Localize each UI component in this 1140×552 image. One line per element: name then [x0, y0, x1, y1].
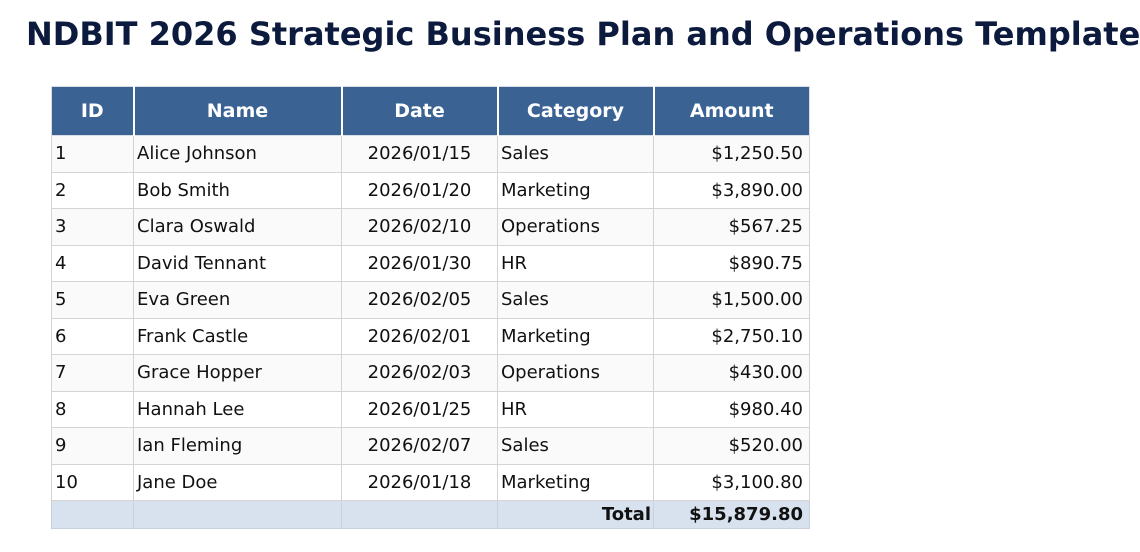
- cell-date: 2026/02/07: [341, 427, 498, 465]
- total-value: $15,879.80: [653, 500, 810, 529]
- cell-date: 2026/02/03: [341, 354, 498, 392]
- cell-id: 7: [51, 354, 134, 392]
- cell-date: 2026/02/05: [341, 281, 498, 319]
- cell-name: Hannah Lee: [133, 390, 342, 428]
- table-row: 9 Ian Fleming 2026/02/07 Sales $520.00: [51, 427, 810, 465]
- cell-category: Marketing: [497, 463, 654, 501]
- cell-amount: $1,500.00: [653, 281, 810, 319]
- cell-date: 2026/01/20: [341, 171, 498, 209]
- cell-amount: $520.00: [653, 427, 810, 465]
- column-header-category: Category: [497, 86, 655, 136]
- cell-category: Sales: [497, 281, 654, 319]
- cell-date: 2026/01/30: [341, 244, 498, 282]
- cell-category: Sales: [497, 135, 654, 173]
- cell-amount: $3,890.00: [653, 171, 810, 209]
- table-header-row: ID Name Date Category Amount: [51, 86, 810, 136]
- cell-name: David Tennant: [133, 244, 342, 282]
- cell-amount: $980.40: [653, 390, 810, 428]
- cell-category: HR: [497, 244, 654, 282]
- page-title: NDBIT 2026 Strategic Business Plan and O…: [26, 15, 1140, 53]
- column-header-amount: Amount: [653, 86, 810, 136]
- column-header-date: Date: [341, 86, 499, 136]
- total-label: Total: [497, 500, 654, 529]
- table-row: 7 Grace Hopper 2026/02/03 Operations $430.00: [51, 354, 810, 392]
- cell-date: 2026/02/01: [341, 317, 498, 355]
- table-body: 1 Alice Johnson 2026/01/15 Sales $1,250.50 2 B…: [51, 135, 810, 501]
- total-row-empty-cell: [133, 500, 342, 529]
- cell-id: 8: [51, 390, 134, 428]
- cell-date: 2026/02/10: [341, 208, 498, 246]
- cell-date: 2026/01/18: [341, 463, 498, 501]
- table-row: 10 Jane Doe 2026/01/18 Marketing $3,100.80: [51, 463, 810, 501]
- column-header-id: ID: [51, 86, 135, 136]
- cell-category: Operations: [497, 354, 654, 392]
- cell-category: Sales: [497, 427, 654, 465]
- cell-name: Ian Fleming: [133, 427, 342, 465]
- cell-category: Operations: [497, 208, 654, 246]
- cell-date: 2026/01/25: [341, 390, 498, 428]
- table-row: 3 Clara Oswald 2026/02/10 Operations $567.25: [51, 208, 810, 246]
- table-row: 4 David Tennant 2026/01/30 HR $890.75: [51, 244, 810, 282]
- cell-amount: $567.25: [653, 208, 810, 246]
- cell-amount: $2,750.10: [653, 317, 810, 355]
- total-row: Total $15,879.80: [51, 500, 810, 529]
- cell-amount: $890.75: [653, 244, 810, 282]
- column-header-name: Name: [133, 86, 343, 136]
- cell-category: Marketing: [497, 317, 654, 355]
- cell-id: 3: [51, 208, 134, 246]
- cell-name: Frank Castle: [133, 317, 342, 355]
- cell-name: Bob Smith: [133, 171, 342, 209]
- cell-id: 2: [51, 171, 134, 209]
- table-row: 5 Eva Green 2026/02/05 Sales $1,500.00: [51, 281, 810, 319]
- table-row: 8 Hannah Lee 2026/01/25 HR $980.40: [51, 390, 810, 428]
- cell-amount: $430.00: [653, 354, 810, 392]
- cell-category: Marketing: [497, 171, 654, 209]
- cell-amount: $3,100.80: [653, 463, 810, 501]
- cell-name: Grace Hopper: [133, 354, 342, 392]
- cell-id: 6: [51, 317, 134, 355]
- cell-amount: $1,250.50: [653, 135, 810, 173]
- cell-id: 4: [51, 244, 134, 282]
- cell-name: Eva Green: [133, 281, 342, 319]
- cell-id: 1: [51, 135, 134, 173]
- cell-date: 2026/01/15: [341, 135, 498, 173]
- cell-id: 5: [51, 281, 134, 319]
- cell-name: Jane Doe: [133, 463, 342, 501]
- total-row-empty-cell: [51, 500, 134, 529]
- cell-name: Alice Johnson: [133, 135, 342, 173]
- table-row: 1 Alice Johnson 2026/01/15 Sales $1,250.50: [51, 135, 810, 173]
- cell-id: 9: [51, 427, 134, 465]
- cell-id: 10: [51, 463, 134, 501]
- cell-name: Clara Oswald: [133, 208, 342, 246]
- cell-category: HR: [497, 390, 654, 428]
- total-row-empty-cell: [341, 500, 498, 529]
- table-row: 6 Frank Castle 2026/02/01 Marketing $2,750.1…: [51, 317, 810, 355]
- table-row: 2 Bob Smith 2026/01/20 Marketing $3,890.00: [51, 171, 810, 209]
- data-table: ID Name Date Category Amount 1 Alice John…: [51, 86, 810, 529]
